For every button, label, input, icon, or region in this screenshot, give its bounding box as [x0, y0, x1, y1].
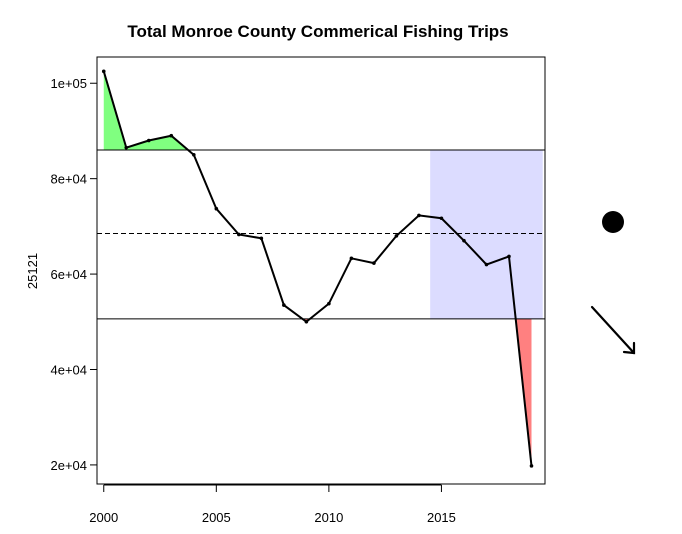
data-point: [394, 234, 399, 238]
highlight-band: [430, 150, 543, 319]
y-axis-label: 25121: [25, 253, 40, 289]
y-tick-label: 2e+04: [50, 458, 87, 473]
above-threshold-fill: [103, 71, 189, 151]
data-point: [237, 232, 241, 237]
data-point: [372, 261, 376, 265]
data-point: [529, 464, 534, 468]
x-tick-label: 2000: [89, 510, 118, 525]
data-point: [507, 254, 511, 259]
data-point: [192, 153, 196, 157]
series-line: [102, 71, 533, 466]
data-point: [282, 303, 286, 307]
data-point: [304, 319, 309, 324]
y-tick-label: 8e+04: [50, 172, 87, 187]
trend-arrow-icon: [590, 305, 636, 355]
y-tick-label: 6e+04: [50, 267, 87, 282]
chart-title: Total Monroe County Commerical Fishing T…: [127, 22, 508, 41]
data-point: [327, 301, 331, 306]
data-point: [124, 145, 129, 150]
data-point: [169, 133, 174, 138]
y-tick-label: 4e+04: [50, 362, 87, 377]
plot-frame: [96, 56, 546, 485]
x-tick-label: 2015: [427, 510, 456, 525]
data-point: [259, 236, 264, 241]
data-point: [462, 238, 466, 243]
data-point: [146, 138, 151, 143]
data-point: [349, 256, 354, 261]
data-point: [101, 69, 106, 74]
data-point: [484, 262, 489, 267]
recent-mean-indicator: [602, 211, 624, 233]
data-point: [417, 213, 421, 218]
x-tick-label: 2005: [202, 510, 231, 525]
data-point: [214, 206, 219, 211]
y-tick-label: 1e+05: [50, 76, 87, 91]
data-point: [439, 216, 444, 221]
x-tick-label: 2010: [314, 510, 343, 525]
